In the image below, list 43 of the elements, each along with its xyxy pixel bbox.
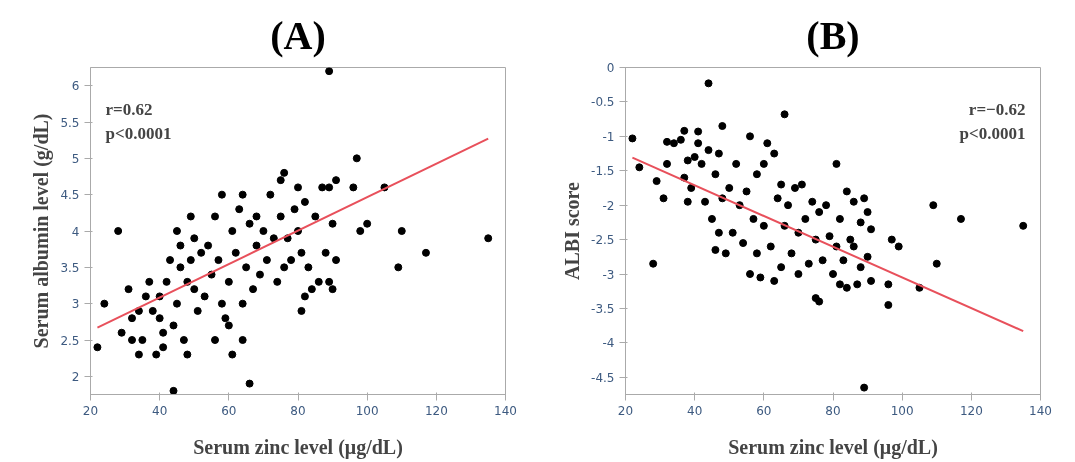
x-tick-label: 20: [82, 403, 99, 418]
y-tick-label: 3.5: [60, 260, 80, 275]
chart-title: (B): [806, 12, 860, 58]
y-tick-label: 2.5: [60, 333, 80, 348]
y-tick-label: -2.5: [591, 233, 615, 248]
y-tick-label: -3: [602, 267, 615, 282]
y-tick-label: -1.5: [591, 164, 615, 179]
y-tick-label: 5: [71, 151, 80, 166]
annotation: r=0.62: [105, 99, 153, 119]
annotation: p<0.0001: [105, 123, 172, 143]
x-tick-label: 60: [756, 403, 772, 418]
y-tick-label: 2: [71, 369, 80, 384]
y-tick-label: 4.5: [60, 188, 80, 203]
x-tick-label: 80: [825, 403, 841, 418]
x-tick-label: 140: [494, 403, 517, 418]
y-tick-label: -1: [602, 129, 615, 144]
x-tick-label: 100: [890, 403, 914, 418]
y-tick-label: 4: [71, 224, 80, 239]
x-tick-label: 60: [221, 403, 237, 418]
y-tick-label: 3: [71, 297, 80, 312]
x-tick-label: 40: [687, 403, 703, 418]
x-axis-title: Serum zinc level (μg/dL): [728, 435, 938, 459]
y-tick-label: -0.5: [591, 95, 615, 110]
y-tick-label: -2: [602, 198, 615, 213]
annotation: p<0.0001: [959, 123, 1026, 143]
y-tick-label: 5.5: [60, 115, 80, 130]
y-tick-label: 6: [71, 79, 80, 94]
x-tick-label: 140: [1029, 403, 1052, 418]
chart-title: (A): [270, 12, 326, 58]
x-tick-label: 80: [290, 403, 306, 418]
x-tick-label: 120: [959, 403, 983, 418]
y-axis-title: Serum albumin level (g/dL): [30, 113, 54, 349]
y-tick-label: -4.5: [591, 370, 615, 385]
x-tick-label: 40: [152, 403, 168, 418]
x-tick-label: 120: [424, 403, 448, 418]
x-tick-label: 100: [355, 403, 379, 418]
y-axis-title: ALBI score: [561, 181, 584, 280]
y-tick-label: -3.5: [591, 301, 615, 316]
annotation: r=−0.62: [968, 99, 1026, 119]
y-tick-label: -4: [602, 336, 615, 351]
y-tick-label: 0: [606, 61, 615, 75]
x-tick-label: 20: [617, 403, 634, 418]
x-axis-title: Serum zinc level (μg/dL): [193, 435, 403, 459]
